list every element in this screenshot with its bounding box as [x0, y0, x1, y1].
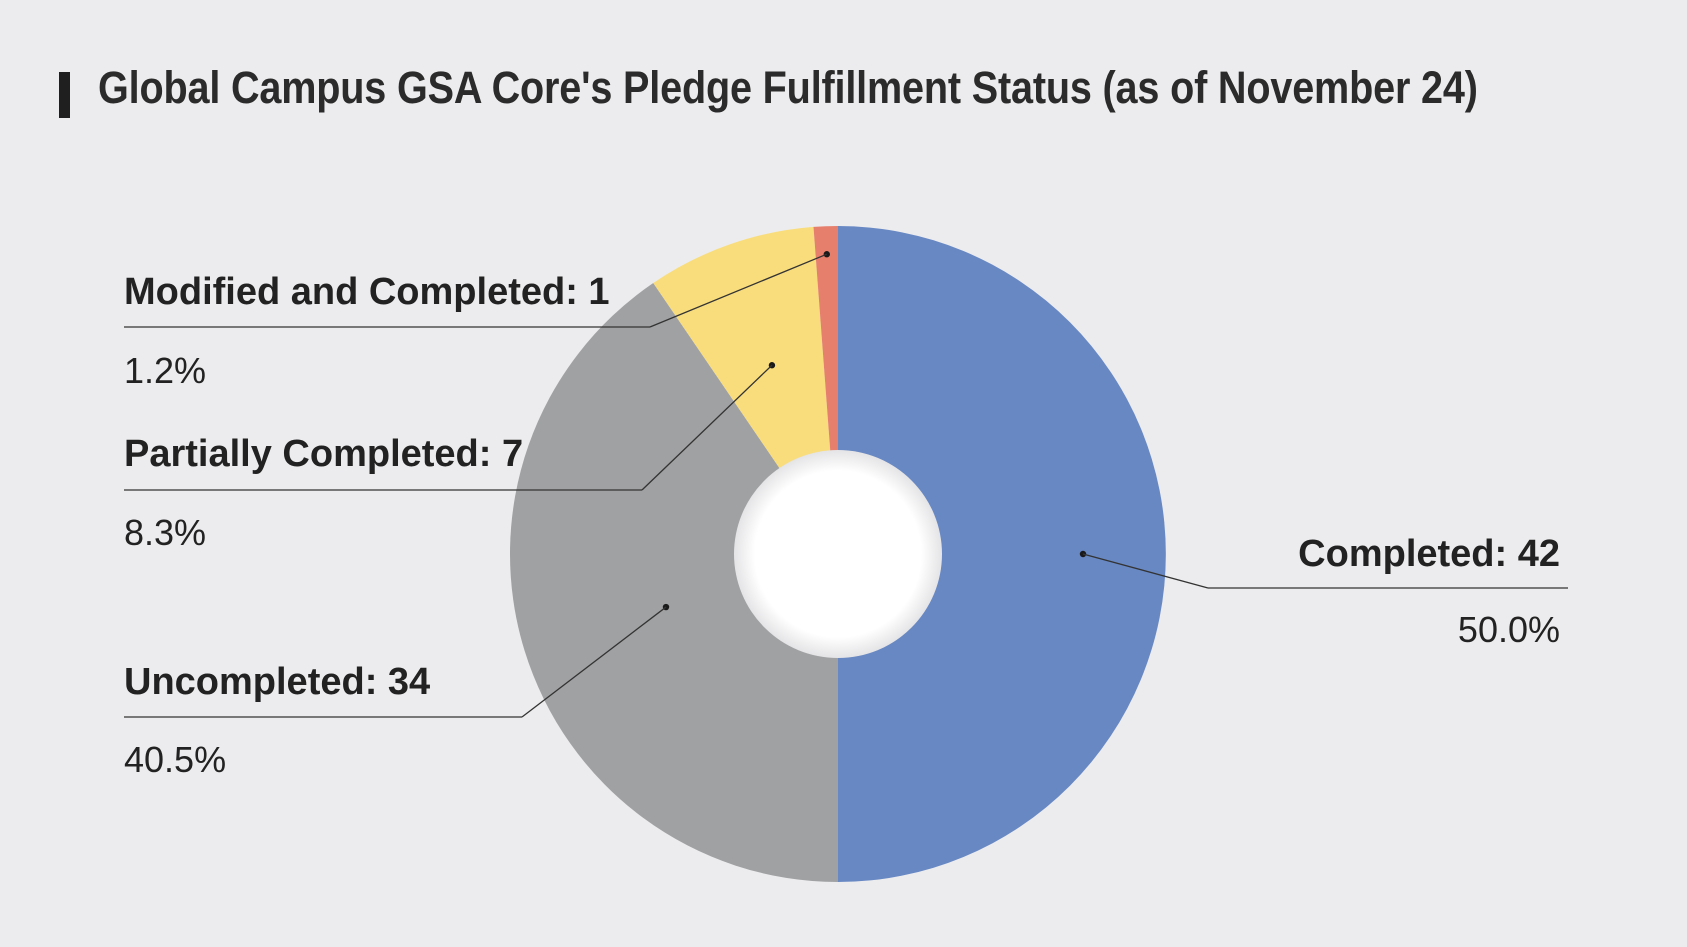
callout-leader-modified-and-completed — [649, 253, 828, 328]
callout-leader-uncompleted — [521, 606, 667, 718]
label-percent-uncompleted: 40.5% — [124, 739, 226, 780]
donut-hole — [734, 450, 942, 658]
callout-leader-completed — [1082, 553, 1209, 589]
label-name-modified-and-completed: Modified and Completed: 1 — [124, 271, 610, 313]
label-percent-completed: 50.0% — [1458, 609, 1560, 650]
slice-completed — [838, 226, 1166, 882]
callout-leader-partially-completed — [641, 364, 773, 491]
chart-title: Global Campus GSA Core's Pledge Fulfillm… — [98, 62, 1478, 113]
label-name-uncompleted: Uncompleted: 34 — [124, 661, 430, 703]
label-percent-partially-completed: 8.3% — [124, 512, 206, 553]
label-percent-modified-and-completed: 1.2% — [124, 350, 206, 391]
label-name-partially-completed: Partially Completed: 7 — [124, 433, 523, 475]
label-name-completed: Completed: 42 — [1298, 533, 1560, 575]
title-accent-bar — [59, 72, 70, 118]
slice-uncompleted — [510, 282, 838, 883]
